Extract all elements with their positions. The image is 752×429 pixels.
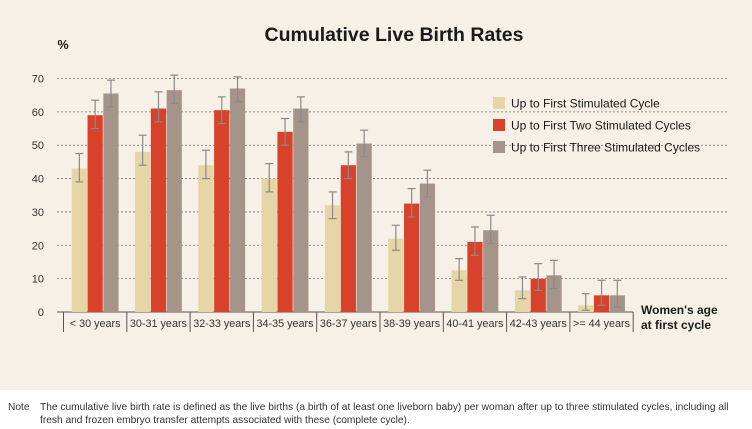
error-bar [486,214,495,245]
bar [483,230,499,312]
bar [166,90,182,312]
bar [340,165,356,312]
bars [71,74,625,313]
error-bar [217,96,226,125]
bar [388,238,404,312]
error-bar [296,96,305,123]
bar [214,110,230,312]
x-tick-label: 34-35 years [257,318,315,330]
error-bar [154,91,163,123]
error-bar [407,187,416,218]
y-tick-label: 70 [32,74,44,86]
bar [467,241,483,312]
bar [277,131,293,312]
y-axis-unit-label: % [57,38,68,52]
bar [530,278,546,312]
x-axis-title-line-1: Women's age [641,303,718,317]
bar [198,165,214,312]
error-bar [138,134,147,166]
y-tick-label: 20 [32,240,44,252]
error-bar [75,152,84,183]
y-tick-label: 0 [38,307,44,319]
bar [229,88,246,312]
error-bar [581,293,590,311]
legend: Up to First Stimulated Cycle Up to First … [493,97,700,155]
bar [71,168,87,312]
x-tick-label: 32-33 years [193,318,251,330]
legend-label: Up to First Stimulated Cycle [511,97,660,111]
legend-label: Up to First Three Stimulated Cycles [511,141,700,155]
error-bar [423,169,432,198]
bar [135,151,151,312]
error-bar [328,191,337,220]
error-bar [518,276,527,300]
error-bar [534,263,543,291]
error-bar [265,162,274,193]
legend-swatch [493,119,505,131]
bar [514,290,531,312]
bar [150,108,167,313]
bar [87,115,103,312]
error-bar [201,149,210,180]
error-bar [391,224,400,251]
error-bar [550,259,559,290]
legend-item: Up to First Stimulated Cycle [493,97,660,111]
legend-swatch [493,97,505,109]
chart-panel [0,0,752,390]
legend-swatch [493,141,505,153]
error-bar [613,279,622,308]
error-bar [281,117,290,146]
x-tick-label: 38-39 years [383,318,441,330]
bar [419,183,436,312]
bar-chart: Cumulative Live Birth Rates % 0 10 20 30 40 5… [32,24,728,332]
x-tick-label: 40-41 years [446,318,504,330]
error-bar [597,279,606,306]
error-bar [106,79,115,108]
error-bar [170,74,179,105]
x-axis-title-line-2: at first cycle [641,318,711,332]
y-tick-label: 60 [32,107,44,119]
bar [103,93,119,312]
x-tick-label: < 30 years [70,318,121,330]
error-bar [344,151,353,180]
x-tick-label: 30-31 years [130,318,188,330]
x-tick-label: 36-37 years [320,318,378,330]
bar [404,203,420,312]
y-tick-label: 50 [32,140,44,152]
bar [356,143,372,312]
bar [546,275,562,312]
x-tick-label: 42-43 years [510,318,568,330]
error-bar [91,99,100,130]
error-bar [360,129,369,158]
legend-item: Up to First Three Stimulated Cycles [493,141,700,155]
legend-item: Up to First Two Stimulated Cycles [493,119,691,133]
error-bar [470,226,479,256]
legend-label: Up to First Two Stimulated Cycles [511,119,691,133]
error-bar [455,258,464,281]
bar [324,205,341,312]
x-tick-label: >= 44 years [573,318,631,330]
x-axis-ticks: < 30 years 30-31 years 32-33 years 34-35 ye… [63,312,634,332]
note-text: The cumulative live birth rate is define… [40,402,729,426]
error-bar [233,76,242,103]
y-tick-label: 30 [32,207,44,219]
note-label: Note [8,402,30,413]
y-tick-label: 40 [32,174,44,186]
bar [261,178,277,312]
y-axis-ticks: 0 10 20 30 40 50 60 70 [32,74,44,320]
bar [293,108,309,313]
y-tick-label: 10 [32,274,44,286]
chart-title: Cumulative Live Birth Rates [265,24,524,46]
